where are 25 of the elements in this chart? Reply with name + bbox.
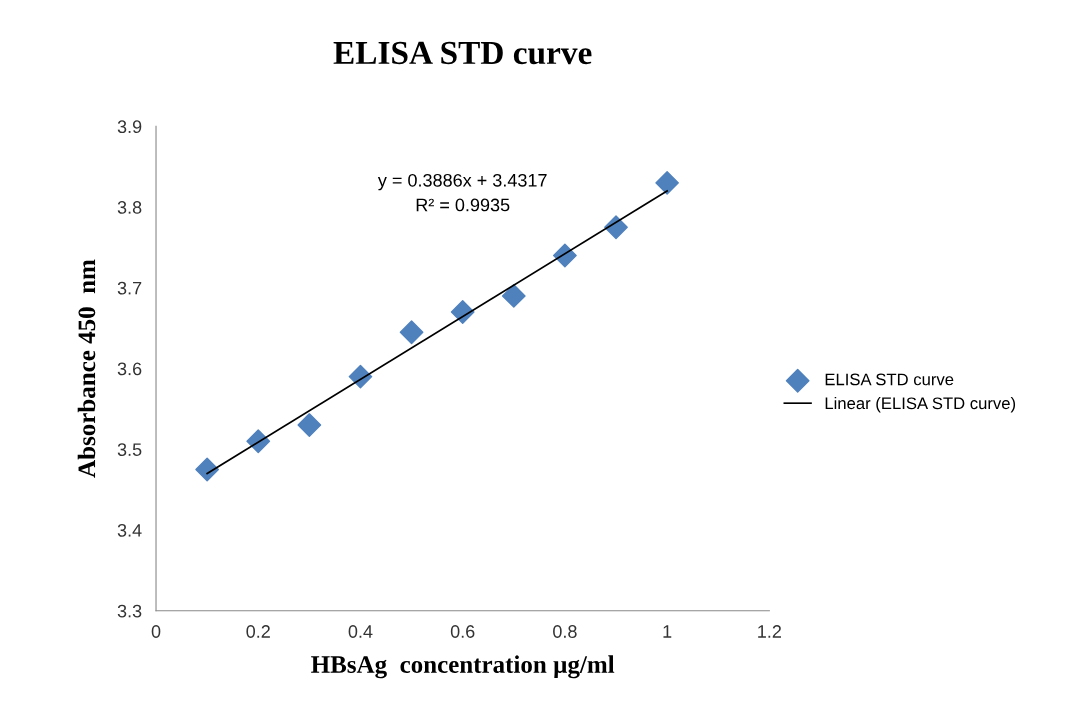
x-tick-label: 0.2	[246, 625, 270, 638]
y-tick-label: 3.7	[117, 281, 142, 295]
y-tick-label: 3.8	[117, 201, 142, 214]
y-tick-label: 3.6	[117, 362, 142, 376]
y-axis-title: Absorbance 450 nm	[77, 259, 96, 478]
x-tick-label: 1	[663, 625, 672, 638]
point	[501, 284, 526, 308]
point	[655, 170, 680, 195]
point	[399, 320, 424, 345]
x-tick-label: 0.4	[348, 625, 373, 638]
x-axis-title: HBsAg concentration µg/ml	[311, 655, 615, 679]
y-tick-label: 3.3	[117, 604, 142, 618]
legend-label: Linear (ELISA STD curve)	[825, 396, 1016, 413]
x-tick-label: 0.6	[450, 625, 475, 638]
x-tick-label: 0	[151, 625, 161, 638]
chart-title: ELISA STD curve	[333, 41, 592, 65]
annotation: y = 0.3886x + 3.4317 R² = 0.9935	[377, 173, 547, 212]
x-tick-label: 0.8	[553, 625, 577, 638]
legend-label: ELISA STD curve	[825, 373, 954, 386]
point	[297, 413, 322, 437]
y-tick-label: 3.5	[117, 443, 142, 456]
point	[195, 457, 220, 482]
y-tick-label: 3.4	[117, 523, 142, 537]
y-tick-label: 3.9	[117, 120, 142, 134]
x-tick-label: 1.2	[758, 625, 781, 638]
